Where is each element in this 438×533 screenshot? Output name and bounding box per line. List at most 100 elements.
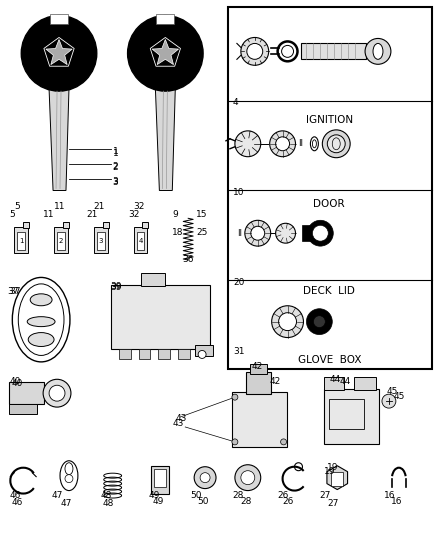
Circle shape xyxy=(232,394,238,400)
Bar xyxy=(138,350,150,359)
Circle shape xyxy=(307,220,333,246)
Bar xyxy=(246,373,271,394)
Text: 32: 32 xyxy=(129,211,140,220)
Circle shape xyxy=(294,463,303,471)
Circle shape xyxy=(270,131,296,157)
Bar xyxy=(324,377,344,390)
Ellipse shape xyxy=(18,284,64,356)
Circle shape xyxy=(43,379,71,407)
Text: 11: 11 xyxy=(43,211,55,220)
Text: 44: 44 xyxy=(339,377,350,386)
Circle shape xyxy=(327,135,345,153)
Text: 37: 37 xyxy=(7,287,19,296)
Circle shape xyxy=(278,42,297,61)
Text: 28: 28 xyxy=(240,497,251,505)
Circle shape xyxy=(198,351,206,358)
Text: 39: 39 xyxy=(111,283,122,292)
Text: 31: 31 xyxy=(233,348,244,357)
Text: 42: 42 xyxy=(270,377,281,386)
Text: 1: 1 xyxy=(113,149,118,158)
Bar xyxy=(97,232,105,250)
Bar xyxy=(301,43,366,59)
Polygon shape xyxy=(49,89,69,190)
Text: DECK  LID: DECK LID xyxy=(304,286,355,296)
Text: 47: 47 xyxy=(61,498,72,507)
Bar xyxy=(232,392,286,447)
Ellipse shape xyxy=(65,463,73,475)
Bar xyxy=(23,222,29,228)
Circle shape xyxy=(382,394,396,408)
Bar xyxy=(354,377,376,390)
Text: 39: 39 xyxy=(111,282,122,291)
Text: 43: 43 xyxy=(175,414,187,423)
Bar xyxy=(119,350,131,359)
Text: II: II xyxy=(237,229,242,238)
Text: 16: 16 xyxy=(384,490,396,499)
Polygon shape xyxy=(327,466,348,490)
Text: 4: 4 xyxy=(233,98,239,107)
Text: 27: 27 xyxy=(327,498,339,507)
Circle shape xyxy=(279,313,297,330)
Ellipse shape xyxy=(373,43,383,59)
Bar xyxy=(50,14,68,23)
Bar xyxy=(178,350,190,359)
Circle shape xyxy=(276,223,296,243)
Text: IGNITION: IGNITION xyxy=(306,115,353,125)
Text: 3: 3 xyxy=(113,177,118,186)
Text: 19: 19 xyxy=(324,467,336,476)
Text: 5: 5 xyxy=(14,203,20,212)
Circle shape xyxy=(281,439,286,445)
Polygon shape xyxy=(155,89,175,190)
Text: 36: 36 xyxy=(182,255,194,264)
Text: 3: 3 xyxy=(99,238,103,244)
Bar xyxy=(14,227,28,253)
Text: 42: 42 xyxy=(252,362,263,372)
Text: 40: 40 xyxy=(11,379,23,388)
Text: 40: 40 xyxy=(9,377,21,386)
Ellipse shape xyxy=(311,137,318,151)
Bar xyxy=(9,382,44,404)
Circle shape xyxy=(307,309,332,335)
Circle shape xyxy=(49,385,65,401)
Text: 43: 43 xyxy=(172,419,184,428)
Ellipse shape xyxy=(12,278,70,362)
Text: GLOVE  BOX: GLOVE BOX xyxy=(297,356,361,366)
Ellipse shape xyxy=(30,294,52,306)
Circle shape xyxy=(232,439,238,445)
Text: 21: 21 xyxy=(94,203,105,212)
Text: 9: 9 xyxy=(172,211,178,220)
Text: 32: 32 xyxy=(134,203,145,212)
Text: 15: 15 xyxy=(196,211,208,220)
Text: 5: 5 xyxy=(9,211,15,220)
Text: 28: 28 xyxy=(232,490,243,499)
Circle shape xyxy=(235,465,261,490)
Circle shape xyxy=(241,37,268,65)
Bar xyxy=(57,232,65,250)
Bar xyxy=(152,466,170,494)
Bar xyxy=(142,222,148,228)
Bar xyxy=(9,404,37,414)
Bar xyxy=(54,227,68,253)
Text: 4: 4 xyxy=(138,238,143,244)
Bar xyxy=(156,14,174,23)
Text: 3: 3 xyxy=(113,177,118,187)
Text: 46: 46 xyxy=(9,490,21,499)
Circle shape xyxy=(65,475,73,482)
Circle shape xyxy=(127,15,203,91)
Bar xyxy=(329,399,364,429)
Circle shape xyxy=(276,137,290,151)
Text: 50: 50 xyxy=(190,490,201,499)
Bar xyxy=(155,469,166,487)
Text: 18: 18 xyxy=(172,228,184,237)
Bar xyxy=(159,350,170,359)
Text: II: II xyxy=(298,139,304,148)
Text: 46: 46 xyxy=(11,497,23,506)
Circle shape xyxy=(194,467,216,489)
Polygon shape xyxy=(152,39,179,64)
Bar xyxy=(17,232,25,250)
Bar xyxy=(94,227,108,253)
Text: 26: 26 xyxy=(278,490,289,499)
Bar xyxy=(228,6,431,369)
Circle shape xyxy=(251,226,265,240)
Bar xyxy=(195,344,213,357)
